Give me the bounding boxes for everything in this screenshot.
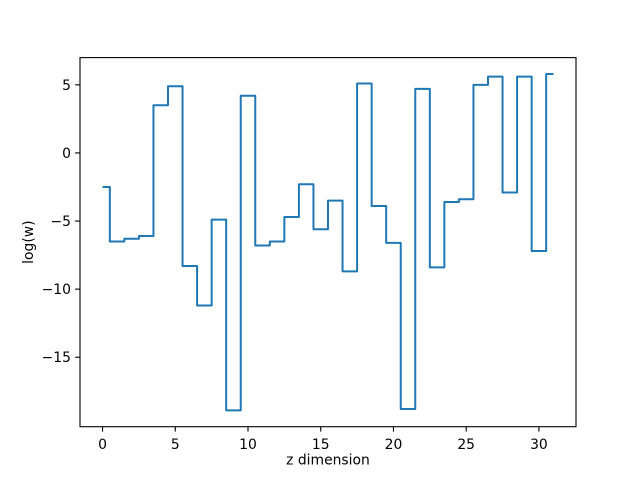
x-tick-label: 10 <box>239 437 257 453</box>
x-tick-label: 15 <box>312 437 330 453</box>
step-line <box>102 72 554 412</box>
x-tick-label: 30 <box>530 437 548 453</box>
y-tick-label: −5 <box>51 214 71 230</box>
y-axis-label: log(w) <box>21 220 37 263</box>
data-series <box>102 72 554 412</box>
y-tick-label: −10 <box>42 282 71 298</box>
plot-area <box>80 57 576 427</box>
axis-ticks: 0 5 10 15 20 25 30 5 0 −5 −10 −15 <box>42 78 548 453</box>
y-tick-label: −15 <box>42 350 71 366</box>
x-tick-label: 25 <box>457 437 475 453</box>
x-tick-label: 0 <box>98 437 107 453</box>
x-axis-label: z dimension <box>286 453 370 469</box>
x-tick-label: 5 <box>171 437 180 453</box>
y-tick-label: 5 <box>62 78 71 94</box>
axes-frame <box>79 57 577 428</box>
x-tick-label: 20 <box>385 437 403 453</box>
y-tick-label: 0 <box>62 146 71 162</box>
